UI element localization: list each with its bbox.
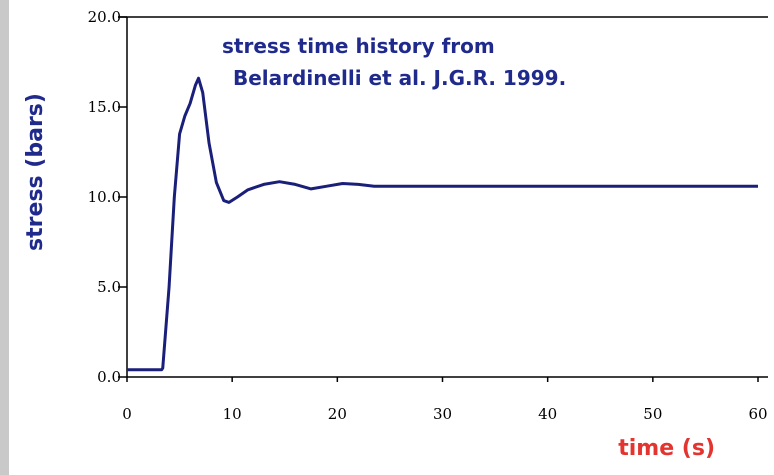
annotation: Belardinelli et al. J.G.R. 1999.: [233, 66, 566, 90]
data-line: [127, 76, 758, 372]
x-tick-label: 30: [433, 405, 452, 423]
x-tick-label: 40: [538, 405, 557, 423]
x-tick-label: 20: [328, 405, 347, 423]
y-tick-label: 10.0: [88, 188, 121, 206]
x-tick-label: 50: [643, 405, 662, 423]
y-tick-label: 5.0: [97, 278, 121, 296]
x-axis-label: time (s): [618, 436, 715, 461]
y-tick-label: 15.0: [88, 98, 121, 116]
annotation: stress time history from: [222, 34, 495, 58]
y-tick-label: 20.0: [88, 8, 121, 26]
x-tick-label: 10: [223, 405, 242, 423]
y-tick-label: 0.0: [97, 368, 121, 386]
x-tick-label: 0: [122, 405, 132, 423]
y-axis-label: stress (bars): [23, 93, 48, 251]
x-tick-label: 60: [748, 405, 767, 423]
side-strip: [0, 0, 9, 475]
